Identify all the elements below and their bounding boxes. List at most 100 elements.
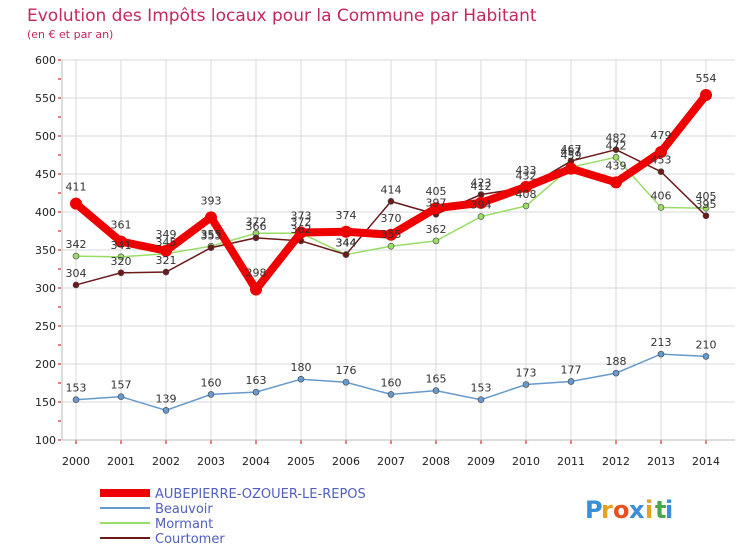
y-tick-label: 600 bbox=[35, 54, 56, 67]
x-tick-label: 2004 bbox=[242, 455, 270, 468]
data-label: 372 bbox=[291, 215, 312, 228]
data-label: 165 bbox=[426, 373, 447, 386]
data-label: 153 bbox=[471, 382, 492, 395]
data-point bbox=[565, 162, 577, 175]
logo-letter: o bbox=[613, 496, 630, 524]
data-point bbox=[522, 202, 530, 210]
data-point bbox=[612, 146, 620, 153]
data-point bbox=[340, 225, 352, 238]
series-lines bbox=[70, 88, 712, 414]
data-point bbox=[115, 235, 127, 248]
data-label: 395 bbox=[696, 198, 717, 211]
data-point bbox=[430, 202, 442, 215]
legend-label: Courtomer bbox=[155, 532, 225, 547]
data-label: 479 bbox=[651, 129, 672, 142]
axes: 100 150 200 250 300 350 400 450 500 550 600 2000 200… bbox=[35, 54, 735, 468]
data-point bbox=[612, 369, 620, 377]
proxiti-logo: Pr o x i ti bbox=[585, 496, 673, 524]
data-label: 374 bbox=[336, 209, 357, 222]
data-point bbox=[700, 88, 712, 101]
data-label: 355 bbox=[381, 228, 402, 241]
data-label: 459 bbox=[561, 149, 582, 162]
data-label: 160 bbox=[201, 376, 222, 389]
data-label: 554 bbox=[696, 72, 717, 85]
data-point bbox=[477, 213, 485, 220]
data-label: 180 bbox=[291, 361, 312, 374]
data-label: 393 bbox=[201, 194, 222, 207]
data-point bbox=[522, 381, 530, 388]
logo-letter: r bbox=[601, 496, 613, 524]
data-label: 370 bbox=[381, 212, 402, 225]
data-label: 397 bbox=[426, 196, 447, 209]
x-tick-label: 2007 bbox=[377, 455, 405, 468]
data-point bbox=[657, 204, 665, 211]
x-tick-label: 2006 bbox=[332, 455, 360, 468]
x-tick-label: 2001 bbox=[107, 455, 135, 468]
data-point bbox=[252, 388, 260, 396]
data-label: 188 bbox=[606, 355, 627, 368]
data-label: 157 bbox=[111, 379, 132, 392]
data-point bbox=[657, 168, 665, 176]
data-label: 176 bbox=[336, 364, 357, 377]
data-point bbox=[252, 234, 260, 242]
data-label: 467 bbox=[561, 143, 582, 156]
data-label: 414 bbox=[381, 183, 402, 196]
data-point bbox=[162, 407, 170, 414]
logo-letter: i bbox=[665, 496, 673, 524]
data-point bbox=[250, 283, 262, 296]
data-label: 411 bbox=[66, 181, 87, 194]
data-point bbox=[342, 251, 350, 258]
x-tick-label: 2010 bbox=[512, 455, 540, 468]
data-label: 361 bbox=[111, 219, 132, 232]
data-point bbox=[702, 212, 710, 220]
data-point bbox=[612, 153, 620, 161]
y-tick-label: 250 bbox=[35, 320, 56, 333]
data-label: 412 bbox=[471, 180, 492, 193]
x-tick-label: 2011 bbox=[557, 455, 585, 468]
data-point bbox=[70, 197, 82, 210]
data-label: 298 bbox=[246, 267, 267, 280]
x-tick-label: 2005 bbox=[287, 455, 315, 468]
data-label: 472 bbox=[606, 139, 627, 152]
data-label: 453 bbox=[651, 154, 672, 167]
y-tick-label: 350 bbox=[35, 244, 56, 257]
data-label: 139 bbox=[156, 392, 177, 405]
data-point bbox=[702, 353, 710, 360]
x-tick-label: 2002 bbox=[152, 455, 180, 468]
x-tick-label: 2000 bbox=[62, 455, 90, 468]
data-label: 482 bbox=[606, 132, 627, 145]
series-beauvoir bbox=[72, 350, 710, 414]
logo-letter: i bbox=[645, 496, 653, 524]
data-label: 362 bbox=[291, 223, 312, 236]
data-point bbox=[207, 244, 215, 252]
data-label: 342 bbox=[66, 238, 87, 251]
data-label: 349 bbox=[156, 228, 177, 241]
data-point bbox=[297, 375, 305, 383]
data-point bbox=[702, 204, 710, 212]
logo-letter: x bbox=[629, 496, 645, 524]
data-point bbox=[655, 145, 667, 158]
data-point bbox=[475, 196, 487, 209]
y-tick-label: 450 bbox=[35, 168, 56, 181]
x-tick-label: 2003 bbox=[197, 455, 225, 468]
data-label: 353 bbox=[201, 230, 222, 243]
legend-label: Mormant bbox=[155, 517, 213, 532]
logo-letter: t bbox=[655, 496, 666, 524]
data-label: 405 bbox=[696, 190, 717, 203]
data-labels: 411 361 349 393 298 373 374 370 405 412 433 457 439 4… bbox=[66, 72, 717, 405]
data-label: 405 bbox=[426, 185, 447, 198]
data-point bbox=[610, 176, 622, 189]
data-label: 304 bbox=[66, 267, 87, 280]
data-point bbox=[432, 387, 440, 394]
legend: AUBEPIERRE-OZOUER-LE-REPOSBeauvoirMorman… bbox=[100, 487, 366, 547]
data-point bbox=[432, 237, 440, 245]
data-point bbox=[162, 268, 170, 276]
data-label: 406 bbox=[651, 189, 672, 202]
legend-label: AUBEPIERRE-OZOUER-LE-REPOS bbox=[155, 487, 366, 502]
data-label: 408 bbox=[516, 188, 537, 201]
data-label: 423 bbox=[471, 177, 492, 190]
data-point bbox=[657, 350, 665, 358]
data-label: 362 bbox=[426, 223, 447, 236]
data-point bbox=[207, 391, 215, 398]
data-label: 163 bbox=[246, 374, 267, 387]
